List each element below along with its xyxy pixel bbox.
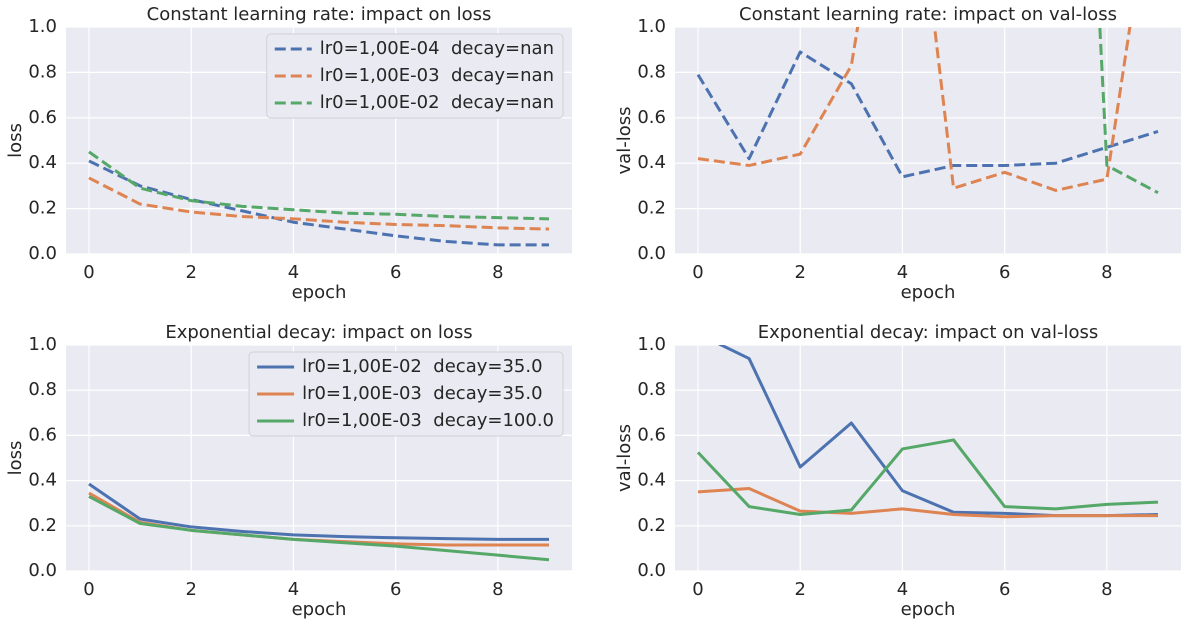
y-tick-label: 0.0: [637, 243, 666, 264]
y-tick-label: 0.4: [637, 152, 666, 173]
x-tick-label: 8: [492, 579, 503, 600]
chart-title: Exponential decay: impact on val-loss: [758, 322, 1098, 343]
x-tick-label: 0: [83, 579, 94, 600]
x-tick-label: 0: [83, 262, 94, 283]
chart-title: Constant learning rate: impact on loss: [147, 4, 492, 25]
y-tick-label: 0.0: [28, 560, 57, 581]
legend: lr0=1,00E-02 decay=35.0 lr0=1,00E-03 deca…: [248, 351, 564, 437]
y-tick-label: 1.0: [637, 16, 666, 37]
x-tick-label: 6: [390, 262, 401, 283]
legend-label: lr0=1,00E-03 decay=100.0: [302, 410, 554, 431]
y-tick-label: 0.4: [637, 470, 666, 491]
y-tick-label: 0.0: [28, 243, 57, 264]
x-axis-label: epoch: [292, 599, 347, 620]
y-axis-label: val-loss: [614, 424, 635, 492]
plot-area: [675, 345, 1181, 571]
y-tick-label: 1.0: [637, 334, 666, 355]
data-line: [697, 487, 1158, 519]
data-line: [696, 50, 1159, 179]
y-tick-label: 0.8: [28, 379, 57, 400]
x-tick-label: 6: [390, 579, 401, 600]
y-axis-label: loss: [5, 441, 26, 476]
subplot: 0.0 0.2 0.4 0.6 0.8 1.0 0 2 4 6 8 Exponential decay…: [614, 322, 1181, 620]
x-axis-label: epoch: [292, 282, 347, 303]
x-tick-label: 4: [897, 579, 908, 600]
x-tick-label: 8: [492, 262, 503, 283]
x-tick-label: 8: [1101, 262, 1112, 283]
chart-title: Constant learning rate: impact on val-lo…: [739, 4, 1117, 25]
x-tick-label: 2: [794, 262, 805, 283]
y-tick-label: 0.4: [28, 470, 57, 491]
legend-box: [266, 33, 564, 119]
legend-label: lr0=1,00E-04 decay=nan: [320, 38, 554, 59]
subplot: 0.0 0.2 0.4 0.6 0.8 1.0 0 2 4 6 8 Exponential decay…: [5, 322, 572, 620]
legend-label: lr0=1,00E-03 decay=nan: [320, 65, 554, 86]
y-tick-label: 0.8: [28, 61, 57, 82]
x-tick-label: 2: [185, 262, 196, 283]
y-tick-label: 0.2: [28, 515, 57, 536]
x-tick-label: 2: [185, 579, 196, 600]
lines: [88, 482, 550, 562]
lines: [696, 27, 1159, 195]
chart-title: Exponential decay: impact on loss: [165, 322, 472, 343]
legend: lr0=1,00E-04 decay=nan lr0=1,00E-03 decay…: [266, 33, 564, 119]
x-tick-label: 4: [288, 262, 299, 283]
y-tick-label: 0.6: [28, 107, 57, 128]
x-tick-label: 6: [999, 262, 1010, 283]
legend-label: lr0=1,00E-02 decay=35.0: [302, 356, 542, 377]
y-tick-label: 0.6: [28, 424, 57, 445]
x-tick-label: 4: [288, 579, 299, 600]
lines: [696, 345, 1159, 519]
y-tick-label: 1.0: [28, 16, 57, 37]
y-tick-label: 0.4: [28, 152, 57, 173]
legend-label: lr0=1,00E-02 decay=nan: [320, 92, 554, 113]
data-line: [88, 176, 550, 231]
x-tick-label: 6: [999, 579, 1010, 600]
y-axis-label: loss: [5, 123, 26, 158]
lines: [88, 150, 550, 247]
x-axis-label: epoch: [901, 282, 956, 303]
y-tick-label: 0.2: [637, 515, 666, 536]
data-line: [696, 438, 1159, 516]
y-tick-label: 0.2: [28, 198, 57, 219]
y-tick-label: 0.0: [637, 560, 666, 581]
legend-box: [248, 351, 564, 437]
data-line: [88, 150, 550, 221]
data-line: [88, 482, 549, 541]
x-axis-label: epoch: [901, 599, 956, 620]
x-tick-label: 8: [1101, 579, 1112, 600]
y-tick-label: 0.6: [637, 107, 666, 128]
y-tick-label: 1.0: [28, 334, 57, 355]
subplot: 0.0 0.2 0.4 0.6 0.8 1.0 0 2 4 6 8 Constant learning…: [614, 4, 1181, 303]
y-tick-label: 0.8: [637, 379, 666, 400]
subplot: 0.0 0.2 0.4 0.6 0.8 1.0 0 2 4 6 8 Constant learning…: [5, 4, 572, 303]
data-line: [88, 159, 549, 247]
y-axis-label: val-loss: [614, 107, 635, 175]
y-tick-label: 0.6: [637, 424, 666, 445]
data-line: [697, 27, 1132, 192]
y-tick-label: 0.2: [637, 198, 666, 219]
x-tick-label: 0: [692, 262, 703, 283]
data-line: [88, 495, 550, 562]
x-tick-label: 0: [692, 579, 703, 600]
legend-label: lr0=1,00E-03 decay=35.0: [302, 383, 542, 404]
x-tick-label: 2: [794, 579, 805, 600]
x-tick-label: 4: [897, 262, 908, 283]
y-tick-label: 0.8: [637, 61, 666, 82]
